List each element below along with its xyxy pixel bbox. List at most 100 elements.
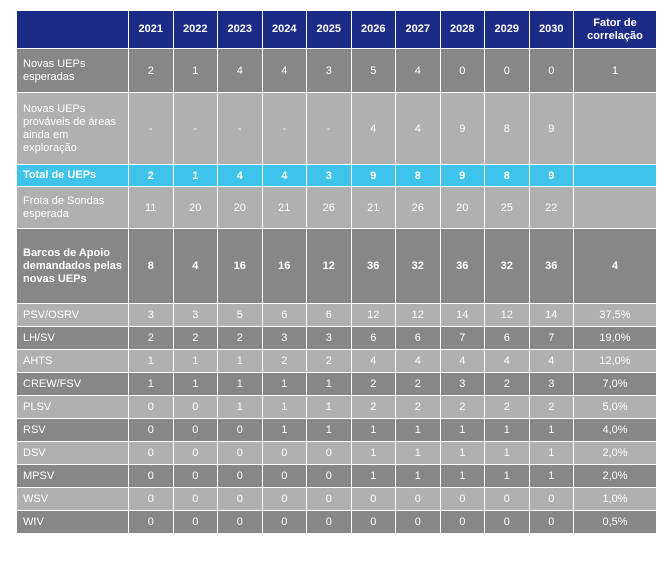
header-row: 2021 2022 2023 2024 2025 2026 2027 2028 2029 2030…: [16, 10, 657, 49]
cell: 3: [528, 372, 574, 396]
cell: 0: [395, 510, 441, 534]
cell: 12: [350, 303, 396, 327]
cell: 22: [528, 186, 574, 229]
cell: 0: [128, 510, 174, 534]
cell: 4: [395, 349, 441, 373]
cell: 5: [350, 48, 396, 93]
cell: 0: [350, 510, 396, 534]
cell: 2: [484, 395, 530, 419]
cell: 1: [528, 441, 574, 465]
cell: 9: [528, 92, 574, 165]
cell: 36: [350, 228, 396, 304]
cell: 6: [306, 303, 352, 327]
cell: 0: [217, 510, 263, 534]
cell: 1: [261, 395, 307, 419]
cell: 21: [350, 186, 396, 229]
cell: 3: [306, 164, 352, 187]
cell: -: [217, 92, 263, 165]
table-wrap: 2021 2022 2023 2024 2025 2026 2027 2028 2029 2030…: [16, 10, 657, 534]
cell: 1: [350, 418, 396, 442]
cell: 26: [306, 186, 352, 229]
column-header: 2022: [172, 10, 218, 49]
cell: -: [128, 92, 174, 165]
row-label: PSV/OSRV: [16, 303, 129, 327]
cell: 16: [217, 228, 263, 304]
cell: 4: [350, 349, 396, 373]
cell: 12: [306, 228, 352, 304]
cell: 1: [439, 441, 485, 465]
cell: 8: [484, 92, 530, 165]
cell: 0,5%: [573, 510, 657, 534]
column-header: 2024: [261, 10, 307, 49]
row-label: CREW/FSV: [16, 372, 129, 396]
cell: 1: [484, 464, 530, 488]
cell: 0: [439, 487, 485, 511]
cell: 0: [439, 48, 485, 93]
cell: 3: [306, 326, 352, 350]
cell: 4: [573, 228, 657, 304]
cell: 3: [306, 48, 352, 93]
cell: 1: [395, 441, 441, 465]
cell: 25: [484, 186, 530, 229]
cell: 2,0%: [573, 464, 657, 488]
table-row: DSV 0 0 0 0 0 1 1 1 1 1 2,0%: [16, 441, 657, 465]
cell: 4: [528, 349, 574, 373]
cell: 0: [261, 464, 307, 488]
cell: 2: [261, 349, 307, 373]
cell: 1: [395, 418, 441, 442]
cell: 1: [172, 48, 218, 93]
cell: 1: [306, 372, 352, 396]
cell: 4,0%: [573, 418, 657, 442]
row-label: WSV: [16, 487, 129, 511]
cell: 0: [217, 487, 263, 511]
cell: 4: [395, 92, 441, 165]
cell: [573, 164, 657, 187]
table-row: PSV/OSRV 3 3 5 6 6 12 12 14 12 14 37,5%: [16, 303, 657, 327]
cell: 0: [128, 487, 174, 511]
cell: 4: [217, 48, 263, 93]
cell: 6: [484, 326, 530, 350]
cell: 0: [528, 487, 574, 511]
cell: 1: [261, 372, 307, 396]
cell: 1: [217, 372, 263, 396]
cell: 0: [172, 395, 218, 419]
cell: 6: [350, 326, 396, 350]
row-label: Novas UEPs esperadas: [16, 48, 129, 93]
cell: 0: [217, 441, 263, 465]
cell: 2: [306, 349, 352, 373]
cell: 1: [172, 372, 218, 396]
table: 2021 2022 2023 2024 2025 2026 2027 2028 2029 2030…: [16, 10, 657, 534]
cell: 4: [439, 349, 485, 373]
table-row: RSV 0 0 0 1 1 1 1 1 1 1 4,0%: [16, 418, 657, 442]
cell: 11: [128, 186, 174, 229]
cell: 0: [217, 418, 263, 442]
cell: 26: [395, 186, 441, 229]
cell: 1: [128, 372, 174, 396]
column-header: 2030: [528, 10, 574, 49]
cell: 0: [128, 395, 174, 419]
cell: 3: [439, 372, 485, 396]
cell: 2,0%: [573, 441, 657, 465]
cell: 1: [528, 464, 574, 488]
cell: 2: [395, 395, 441, 419]
cell: 0: [261, 487, 307, 511]
table-row: AHTS 1 1 1 2 2 4 4 4 4 4 12,0%: [16, 349, 657, 373]
table-row: LH/SV 2 2 2 3 3 6 6 7 6 7 19,0%: [16, 326, 657, 350]
cell: 6: [395, 326, 441, 350]
table-row: Frota de Sondas esperada 11 20 20 21 26 21 26 20…: [16, 186, 657, 229]
cell: 2: [528, 395, 574, 419]
table-row: CREW/FSV 1 1 1 1 1 2 2 3 2 3 7,0%: [16, 372, 657, 396]
cell: 0: [128, 464, 174, 488]
cell: 0: [306, 487, 352, 511]
column-header: 2026: [350, 10, 396, 49]
cell: 5: [217, 303, 263, 327]
row-label: RSV: [16, 418, 129, 442]
row-label: WIV: [16, 510, 129, 534]
cell: 0: [395, 487, 441, 511]
cell: 9: [439, 92, 485, 165]
column-header: 2021: [128, 10, 174, 49]
table-row: WSV 0 0 0 0 0 0 0 0 0 0 1,0%: [16, 487, 657, 511]
cell: -: [306, 92, 352, 165]
cell: 2: [128, 48, 174, 93]
